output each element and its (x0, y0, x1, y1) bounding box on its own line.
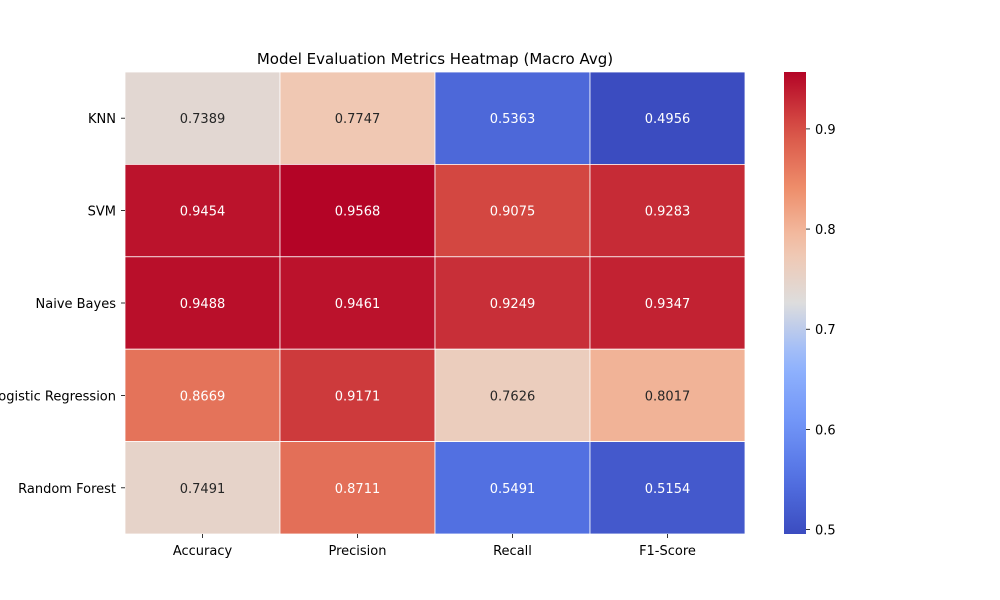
colorbar-tick-label: 0.7 (815, 323, 836, 338)
heatmap-cell (589, 71, 746, 165)
heatmap-cell (589, 256, 746, 350)
y-tick-label: KNN (88, 112, 116, 127)
x-tick-label: Recall (493, 544, 532, 559)
heatmap-cell (279, 256, 436, 350)
cell-value-label: 0.8669 (180, 389, 226, 404)
heatmap-cell (589, 163, 746, 258)
colorbar-tick-label: 0.5 (815, 524, 836, 539)
cell-value-label: 0.8711 (335, 482, 381, 497)
cell-value-label: 0.9454 (180, 205, 226, 220)
colorbar-tick-label: 0.8 (815, 223, 836, 238)
y-tick-label: Logistic Regression (0, 389, 116, 404)
cell-value-label: 0.5154 (645, 482, 691, 497)
heatmap-cell (124, 441, 281, 535)
heatmap-cell (434, 163, 591, 258)
cell-value-label: 0.5363 (490, 112, 536, 127)
colorbar: 0.5 0.6 0.7 0.8 0.9 (784, 72, 836, 539)
heatmap-cell (434, 441, 591, 535)
heatmap-cell (434, 348, 591, 443)
x-axis: Accuracy Precision Recall F1-Score (173, 534, 696, 559)
heatmap-cell (124, 71, 281, 165)
cell-value-label: 0.7626 (490, 389, 536, 404)
y-tick-label: Naive Bayes (36, 297, 117, 312)
chart-title: Model Evaluation Metrics Heatmap (Macro … (257, 50, 613, 68)
heatmap-cells (124, 71, 746, 535)
heatmap-cell (589, 441, 746, 535)
y-tick-label: SVM (88, 205, 116, 220)
heatmap-cell (589, 348, 746, 443)
heatmap-value-labels: 0.7389 0.7747 0.5363 0.4956 0.9454 0.9568 0.90… (180, 112, 691, 497)
cell-value-label: 0.9461 (335, 297, 381, 312)
cell-value-label: 0.7747 (335, 112, 381, 127)
colorbar-scale (784, 72, 806, 534)
heatmap-cell (124, 348, 281, 443)
x-tick-label: Accuracy (173, 544, 233, 559)
heatmap-cell (279, 348, 436, 443)
cell-value-label: 0.9488 (180, 297, 226, 312)
cell-value-label: 0.7491 (180, 482, 226, 497)
y-axis: KNN SVM Naive Bayes Logistic Regression Rand… (0, 112, 125, 497)
cell-value-label: 0.9347 (645, 297, 691, 312)
heatmap-cell (434, 71, 591, 165)
colorbar-tick-label: 0.6 (815, 423, 836, 438)
colorbar-tick-label: 0.9 (815, 123, 836, 138)
x-tick-label: Precision (328, 544, 386, 559)
cell-value-label: 0.9283 (645, 205, 691, 220)
heatmap-cell (279, 163, 436, 258)
heatmap-cell (124, 163, 281, 258)
heatmap-cell (279, 71, 436, 165)
cell-value-label: 0.4956 (645, 112, 691, 127)
cell-value-label: 0.7389 (180, 112, 226, 127)
cell-value-label: 0.9075 (490, 205, 536, 220)
cell-value-label: 0.9568 (335, 205, 381, 220)
heatmap-cell (279, 441, 436, 535)
x-tick-label: F1-Score (639, 544, 696, 559)
cell-value-label: 0.8017 (645, 389, 691, 404)
cell-value-label: 0.9171 (335, 389, 381, 404)
cell-value-label: 0.9249 (490, 297, 536, 312)
cell-value-label: 0.5491 (490, 482, 536, 497)
y-tick-label: Random Forest (18, 482, 116, 497)
